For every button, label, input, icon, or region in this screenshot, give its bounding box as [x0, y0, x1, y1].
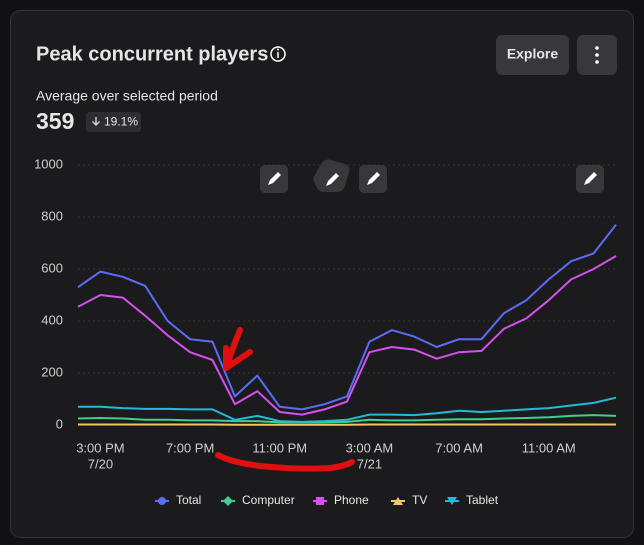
down-arrow: [92, 117, 100, 126]
x-tick-label: 7/20: [88, 456, 113, 471]
change-badge: [86, 112, 141, 132]
x-tick-label: 7:00 PM: [166, 440, 214, 455]
y-tick-label: 200: [41, 364, 63, 379]
x-tick-label: 3:00 AM: [346, 440, 394, 455]
summary-label: Average over selected period: [36, 88, 218, 104]
card: [10, 10, 634, 538]
edit-button[interactable]: [260, 165, 288, 193]
edit-button[interactable]: [359, 165, 387, 193]
legend-marker: [393, 497, 403, 505]
legend-marker: [158, 497, 166, 505]
x-tick-label: 11:00 PM: [252, 440, 307, 455]
legend-label: Tablet: [466, 493, 499, 507]
more-button[interactable]: [577, 35, 617, 75]
annotation-buttons: [260, 159, 604, 193]
series-line: [77, 224, 617, 411]
title: Peak concurrent players: [36, 43, 268, 65]
legend-marker: [447, 497, 457, 505]
summary-value: 359: [36, 108, 74, 134]
plot: 0 200 400 600 800 1000 3:00 PM7/20 7:00 PM 11:00…: [34, 156, 617, 471]
y-tick-label: 600: [41, 260, 63, 275]
info-icon[interactable]: [270, 46, 286, 62]
legend-label: Phone: [334, 493, 369, 507]
legend-marker: [223, 496, 233, 506]
red-annotation: [215, 327, 355, 472]
change-value: 19.1%: [104, 115, 138, 129]
series-line: [77, 255, 617, 416]
legend-label: Total: [176, 493, 201, 507]
legend-label: TV: [412, 493, 427, 507]
x-tick-label: 7:00 AM: [435, 440, 483, 455]
x-tick-label: 3:00 PM: [76, 440, 124, 455]
edit-button[interactable]: [576, 165, 604, 193]
x-tick-label: 7/21: [357, 456, 382, 471]
y-tick-label: 400: [41, 312, 63, 327]
edit-button[interactable]: [313, 159, 350, 193]
legend-label: Computer: [242, 493, 295, 507]
explore-label[interactable]: Explore: [507, 46, 559, 62]
y-tick-label: 1000: [34, 156, 63, 171]
y-tick-label: 800: [41, 208, 63, 223]
legend-marker: [316, 497, 324, 505]
explore-button[interactable]: [496, 35, 569, 75]
x-tick-label: 11:00 AM: [522, 440, 576, 455]
series-line: [77, 414, 617, 424]
y-tick-label: 0: [56, 416, 63, 431]
legend: Total Computer Phone TV Tablet: [155, 493, 499, 507]
series-line: [78, 396, 617, 423]
